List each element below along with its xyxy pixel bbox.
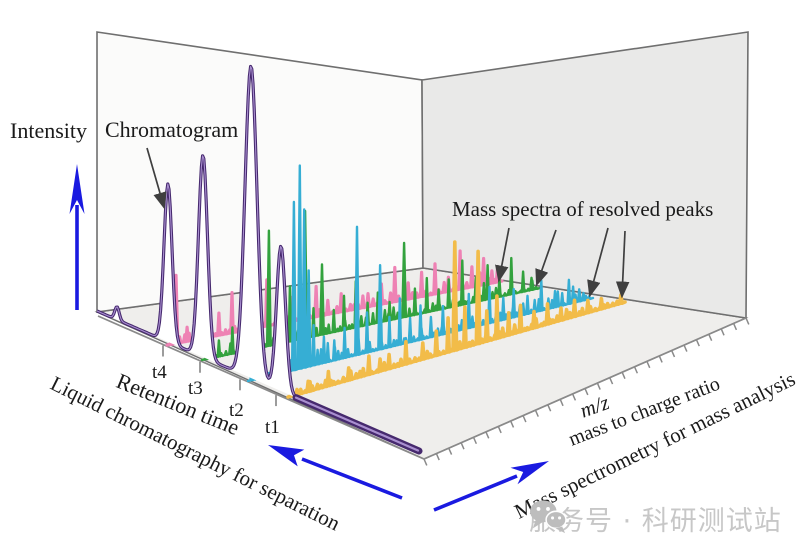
ms-axis-arrow [433, 461, 549, 512]
watermark: 服务号 · 科研测试站 [529, 499, 782, 538]
mass-spectra-label: Mass spectra of resolved peaks [452, 197, 714, 221]
watermark-text: 服务号 · 科研测试站 [529, 506, 782, 537]
intensity-axis-label: Intensity [10, 118, 87, 143]
chromatogram-pointer-arrow [146, 147, 167, 210]
spectrum-pointer-arrow-2 [535, 229, 557, 287]
spectrum-pointer-arrow-3 [587, 227, 609, 298]
tick-label-t3: t3 [188, 378, 203, 399]
spectrum-pointer-arrow-1 [495, 227, 510, 283]
chromatogram-trace [96, 64, 423, 455]
chromatogram-label: Chromatogram [105, 117, 239, 142]
mass-spectrum-t2 [246, 164, 595, 383]
spectra-traces-layer [165, 164, 627, 399]
axes-layer [97, 315, 750, 466]
lc-axis-arrow [268, 445, 403, 500]
intensity-axis-arrow [69, 164, 85, 310]
tick-label-t2: t2 [229, 400, 244, 421]
tick-label-t4: t4 [152, 362, 167, 383]
mass-spectrum-t1 [286, 240, 627, 399]
spectrum-pointer-arrow-4 [615, 230, 630, 299]
tick-label-t1: t1 [265, 417, 280, 438]
wechat-icon [530, 500, 567, 534]
pointer-arrows-layer [146, 147, 630, 299]
